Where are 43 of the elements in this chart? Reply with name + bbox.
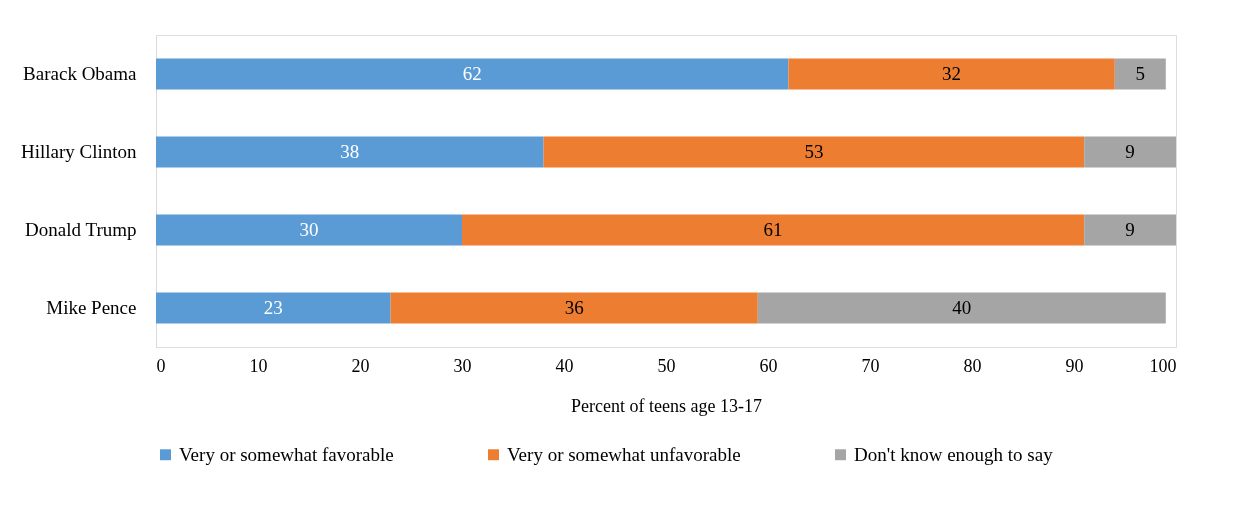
bar [543, 136, 1085, 168]
x-tick-label: 0 [156, 355, 166, 376]
x-tick-label: 90 [1065, 355, 1084, 376]
y-tick-label: Donald Trump [25, 219, 137, 240]
bar [156, 58, 789, 90]
x-tick-label: 70 [861, 355, 880, 376]
legend-label: Don't know enough to say [854, 443, 1054, 465]
bar [156, 136, 544, 168]
x-axis-title: Percent of teens age 13-17 [571, 395, 762, 416]
legend-label: Very or somewhat unfavorable [507, 443, 741, 465]
data-label: 40 [952, 297, 972, 318]
data-label: 9 [1125, 141, 1135, 162]
data-label: 38 [340, 141, 360, 162]
x-tick-label: 10 [249, 355, 268, 376]
x-tick-label: 50 [657, 355, 676, 376]
bar [1114, 58, 1166, 90]
data-label: 30 [299, 219, 319, 240]
x-tick-label: 30 [453, 355, 472, 376]
y-tick-label: Barack Obama [23, 63, 138, 84]
x-tick-label: 20 [351, 355, 370, 376]
data-label: 62 [462, 63, 482, 84]
bar [1084, 136, 1176, 168]
data-label: 32 [942, 63, 962, 84]
bar [390, 292, 758, 324]
data-label: 5 [1135, 63, 1146, 84]
bar [462, 214, 1085, 246]
legend-label: Very or somewhat favorable [179, 443, 394, 465]
data-label: 53 [804, 141, 824, 162]
data-label: 9 [1125, 219, 1135, 240]
y-tick-label: Hillary Clinton [20, 141, 137, 162]
data-label: 36 [564, 297, 584, 318]
x-tick-label: 100 [1149, 355, 1177, 376]
bar [757, 292, 1166, 324]
data-label: 61 [763, 219, 783, 240]
bar [1084, 214, 1176, 246]
bar [156, 292, 391, 324]
x-tick-label: 60 [759, 355, 778, 376]
data-label: 23 [263, 297, 283, 318]
bar [156, 214, 462, 246]
x-tick-label: 40 [555, 355, 574, 376]
bar [788, 58, 1115, 90]
x-tick-label: 80 [963, 355, 982, 376]
y-tick-label: Mike Pence [46, 297, 137, 318]
